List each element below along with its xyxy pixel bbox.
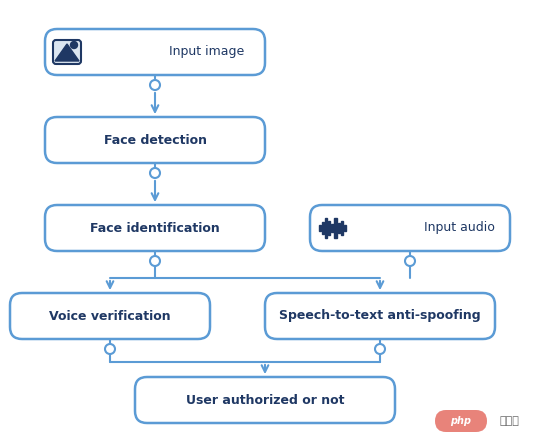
Polygon shape xyxy=(55,44,79,61)
Circle shape xyxy=(375,344,385,354)
Circle shape xyxy=(150,256,160,266)
Bar xyxy=(319,225,321,231)
Circle shape xyxy=(405,256,415,266)
Circle shape xyxy=(70,42,78,49)
Circle shape xyxy=(150,168,160,178)
FancyBboxPatch shape xyxy=(53,40,81,64)
Circle shape xyxy=(150,80,160,90)
Text: User authorized or not: User authorized or not xyxy=(186,393,344,406)
Bar xyxy=(325,218,327,238)
FancyBboxPatch shape xyxy=(265,293,495,339)
Bar xyxy=(341,221,343,235)
Bar xyxy=(344,225,346,231)
Text: 中文网: 中文网 xyxy=(500,416,520,426)
Text: Input image: Input image xyxy=(169,45,244,59)
Text: Face identification: Face identification xyxy=(90,222,220,235)
Bar xyxy=(331,224,334,232)
Bar xyxy=(329,221,331,235)
Text: Face detection: Face detection xyxy=(104,133,207,146)
Text: Speech-to-text anti-spoofing: Speech-to-text anti-spoofing xyxy=(279,309,481,323)
FancyBboxPatch shape xyxy=(435,410,487,432)
FancyBboxPatch shape xyxy=(45,205,265,251)
Bar xyxy=(337,223,340,233)
Text: Input audio: Input audio xyxy=(424,222,495,235)
Text: php: php xyxy=(450,416,471,426)
FancyBboxPatch shape xyxy=(10,293,210,339)
FancyBboxPatch shape xyxy=(135,377,395,423)
FancyBboxPatch shape xyxy=(310,205,510,251)
FancyBboxPatch shape xyxy=(45,117,265,163)
Circle shape xyxy=(105,344,115,354)
Text: Voice verification: Voice verification xyxy=(49,309,171,323)
Bar xyxy=(322,222,324,234)
FancyBboxPatch shape xyxy=(45,29,265,75)
Bar xyxy=(335,218,337,238)
